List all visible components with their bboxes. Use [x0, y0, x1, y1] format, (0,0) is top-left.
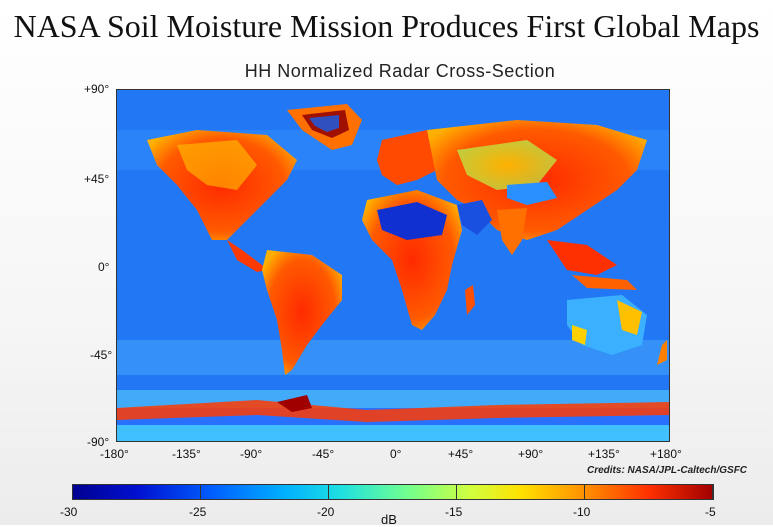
lat-label-45n: +45°: [84, 172, 110, 186]
lon-label-45w: -45°: [312, 447, 335, 461]
lon-label-90w: -90°: [240, 447, 263, 461]
lon-label-180w: -180°: [100, 447, 129, 461]
colorbar-tick: [328, 484, 329, 500]
lon-label-180e: +180°: [650, 447, 682, 461]
image-credits: Credits: NASA/JPL-Caltech/GSFC: [587, 465, 748, 476]
color-scale-bar: [72, 484, 714, 500]
colorbar-unit: dB: [381, 512, 397, 527]
colorbar-label: -20: [317, 505, 335, 519]
colorbar-label: -15: [445, 505, 463, 519]
colorbar-label-min: -30: [60, 505, 78, 519]
lat-label-90s: -90°: [87, 435, 110, 449]
colorbar-tick: [200, 484, 201, 500]
lon-label-135e: +135°: [588, 447, 620, 461]
world-map-graphic: [117, 90, 669, 441]
slide-title: NASA Soil Moisture Mission Produces Firs…: [13, 8, 760, 44]
colorbar-tick: [712, 484, 713, 500]
colorbar-tick: [584, 484, 585, 500]
colorbar-tick: [72, 484, 73, 500]
lat-label-0: 0°: [98, 260, 110, 274]
lat-label-90n: +90°: [84, 82, 110, 96]
colorbar-label: -25: [189, 505, 207, 519]
map-subtitle: HH Normalized Radar Cross-Section: [244, 61, 556, 81]
lon-label-45e: +45°: [448, 447, 474, 461]
colorbar-label-max: -5: [705, 505, 716, 519]
colorbar-label: -10: [573, 505, 591, 519]
lat-label-45s: -45°: [90, 348, 113, 362]
colorbar-tick: [456, 484, 457, 500]
lon-label-135w: -135°: [172, 447, 201, 461]
radar-cross-section-map: [116, 89, 670, 442]
lon-label-90e: +90°: [518, 447, 544, 461]
lon-label-0: 0°: [390, 447, 402, 461]
